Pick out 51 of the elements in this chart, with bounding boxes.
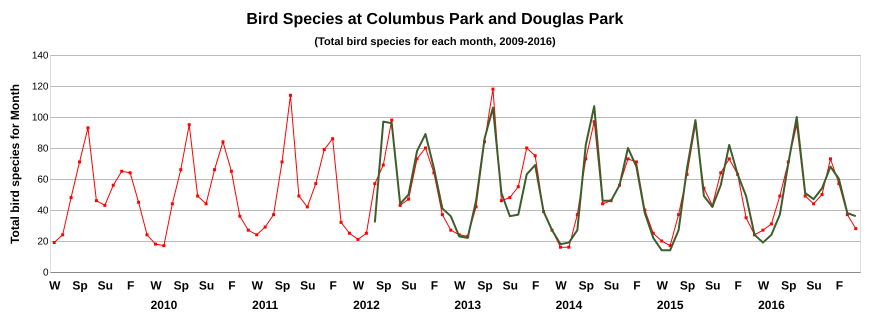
text: 2013	[454, 298, 482, 312]
x-tick-label: W	[454, 278, 466, 292]
x-tick-label: Su	[198, 278, 214, 292]
y-tick-label: 20	[37, 236, 49, 248]
x-tick-label: W	[150, 278, 162, 292]
x-tick-label: Sp	[72, 278, 88, 292]
x-tick-label: W	[352, 278, 365, 292]
x-tick-label: Su	[502, 278, 518, 292]
y-tick-label: 80	[37, 144, 49, 154]
x-tick-label: F	[228, 278, 236, 292]
line-series	[374, 105, 857, 252]
text: 2016	[758, 298, 786, 312]
x-tick-label: F	[532, 278, 540, 292]
x-tick-label: Sp	[376, 278, 392, 292]
x-tick-label: Su	[300, 278, 316, 292]
x-tick-label: W	[49, 278, 62, 292]
x-tick-label: F	[734, 278, 742, 292]
y-tick-label: 120	[32, 82, 49, 92]
x-tick-label: W	[555, 278, 568, 292]
x-tick-label: Su	[401, 278, 417, 292]
text: 2011	[252, 298, 278, 312]
x-tick-label: Sp	[174, 278, 189, 292]
x-tick-label: W	[656, 278, 669, 292]
x-tick-label: F	[126, 278, 134, 292]
y-tick-label: 60	[37, 174, 49, 186]
y-tick-label: 40	[37, 206, 49, 216]
text: 2012	[353, 298, 380, 312]
text: 2010	[150, 298, 178, 312]
x-tick-label: F	[633, 278, 641, 292]
x-tick-label: W	[252, 278, 264, 292]
x-tick-label: F	[430, 278, 438, 292]
x-tick-label: Sp	[578, 278, 594, 292]
y-tick-label: 140	[32, 50, 49, 62]
x-tick-label: Sp	[680, 278, 696, 292]
x-tick-label: Su	[604, 278, 620, 292]
x-tick-label: F	[836, 278, 844, 292]
x-tick-label: W	[758, 278, 770, 292]
x-tick-label: F	[329, 278, 337, 292]
y-tick-label: 0	[42, 268, 49, 278]
x-tick-label: Sp	[477, 278, 493, 292]
x-tick-label: Su	[806, 278, 822, 292]
x-tick-label: Sp	[274, 278, 290, 292]
text: 2014	[556, 298, 583, 312]
y-axis-title: Total bird species for Month	[8, 84, 22, 244]
x-tick-label: Su	[98, 278, 114, 292]
chart-title: Bird Species at Columbus Park and Douglas Park	[246, 11, 624, 28]
text: 2015	[656, 298, 684, 312]
x-tick-label: Sp	[781, 278, 796, 292]
chart-subtitle: (Total bird species for each month, 2009-2016)	[314, 36, 556, 48]
x-tick-label: Su	[705, 278, 721, 292]
y-tick-label: 100	[32, 112, 49, 124]
